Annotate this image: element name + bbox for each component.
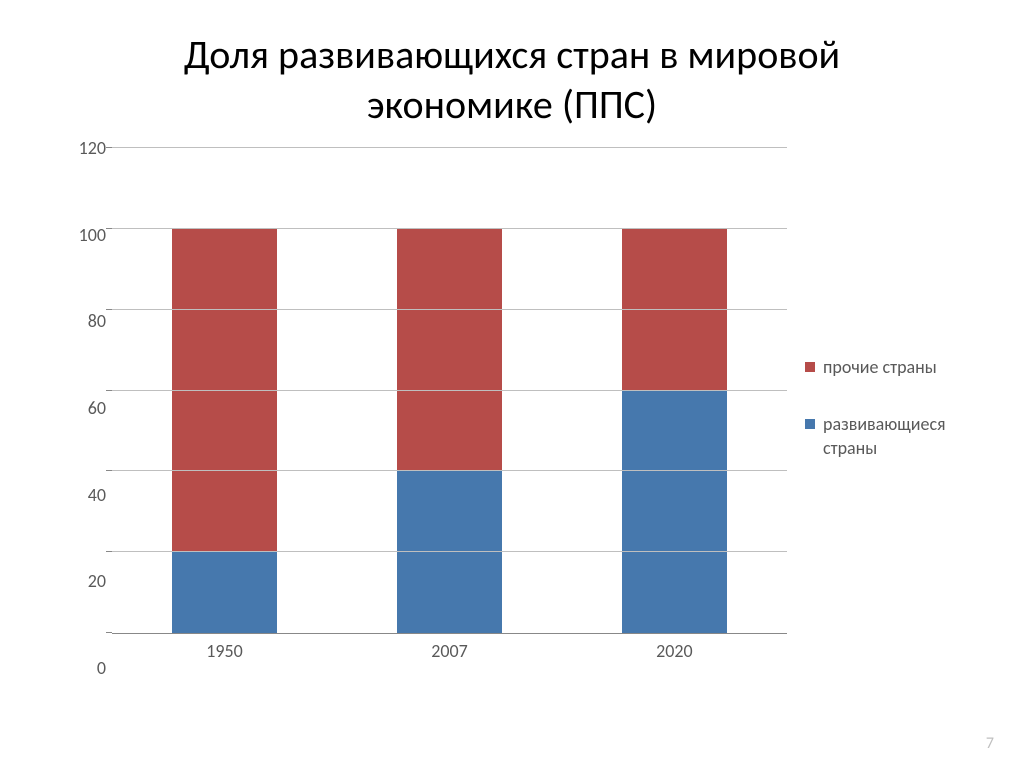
page-number: 7 — [986, 734, 994, 753]
y-tick-mark — [106, 470, 112, 471]
y-tick-label: 60 — [88, 397, 106, 419]
y-tick-mark — [106, 147, 112, 148]
legend-swatch — [805, 419, 815, 429]
bar-segment-other — [397, 229, 502, 472]
bar — [622, 148, 727, 633]
grid-line — [112, 390, 787, 391]
x-axis: 195020072020 — [112, 634, 787, 668]
chart: 020406080100120 195020072020 прочие стра… — [62, 148, 962, 668]
y-tick-label: 0 — [97, 657, 106, 679]
plot-wrap: 195020072020 — [112, 148, 787, 668]
grid-line — [112, 147, 787, 148]
bar-segment-developing — [172, 552, 277, 633]
slide: Доля развивающихся стран в мировой эконо… — [0, 0, 1024, 767]
plot-area — [112, 148, 787, 634]
y-tick-mark — [106, 632, 112, 633]
bar-segment-other — [172, 229, 277, 552]
legend-swatch — [805, 362, 815, 372]
x-tick-label: 1950 — [112, 634, 337, 668]
grid-line — [112, 309, 787, 310]
bar — [172, 148, 277, 633]
y-tick-label: 80 — [88, 310, 106, 332]
y-tick-mark — [106, 309, 112, 310]
legend-item-other: прочие страны — [805, 356, 962, 379]
bar-slot — [112, 148, 337, 633]
chart-title: Доля развивающихся стран в мировой эконо… — [120, 30, 904, 130]
x-tick-label: 2020 — [562, 634, 787, 668]
bar-segment-developing — [622, 391, 727, 634]
y-tick-mark — [106, 228, 112, 229]
x-tick-label: 2007 — [337, 634, 562, 668]
grid-line — [112, 551, 787, 552]
bar — [397, 148, 502, 633]
bar-slot — [562, 148, 787, 633]
y-tick-mark — [106, 551, 112, 552]
grid-line — [112, 470, 787, 471]
bar-segment-developing — [397, 471, 502, 633]
legend-item-developing: развивающиеся страны — [805, 413, 962, 460]
y-tick-label: 20 — [88, 570, 106, 592]
bar-slot — [337, 148, 562, 633]
bar-segment-other — [622, 229, 727, 391]
y-tick-label: 40 — [88, 484, 106, 506]
y-tick-mark — [106, 390, 112, 391]
legend-label: развивающиеся страны — [823, 413, 962, 460]
y-tick-label: 100 — [79, 224, 106, 246]
grid-line — [112, 228, 787, 229]
y-tick-label: 120 — [79, 137, 106, 159]
bars-container — [112, 148, 787, 633]
y-axis: 020406080100120 — [62, 148, 112, 668]
legend-label: прочие страны — [823, 356, 937, 379]
legend: прочие страны развивающиеся страны — [787, 148, 962, 668]
